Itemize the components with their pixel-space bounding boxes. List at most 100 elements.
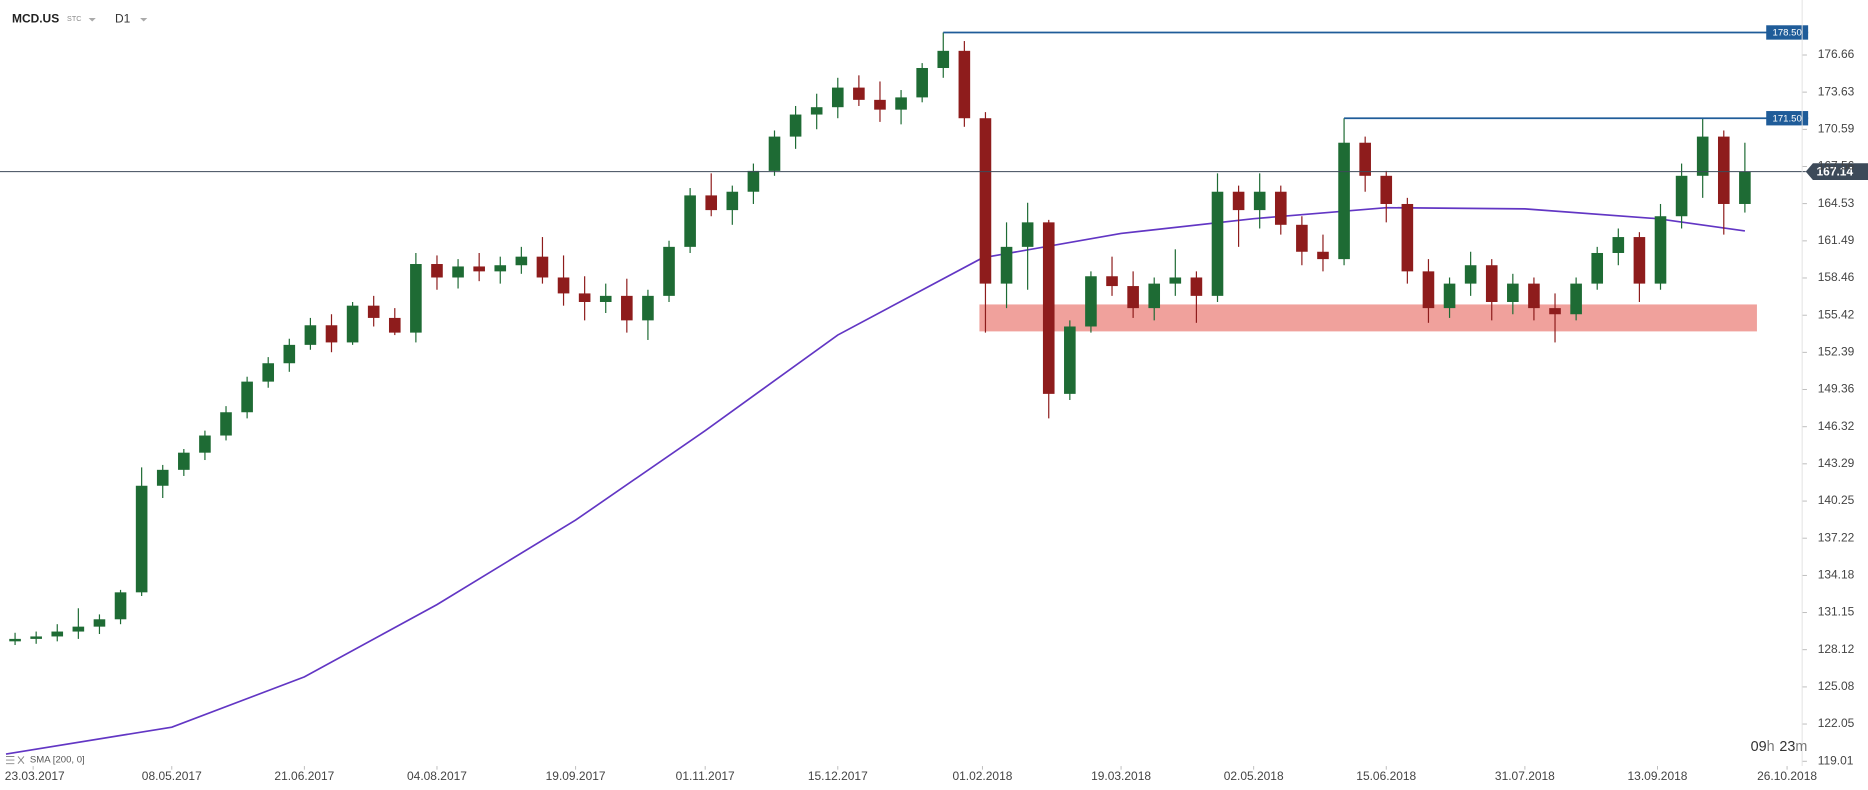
candle-body <box>1528 283 1540 309</box>
candle-body <box>220 412 232 436</box>
candle-body <box>1675 175 1688 217</box>
close-icon[interactable] <box>17 756 25 764</box>
candle-body <box>367 305 380 318</box>
y-tick-label: 173.63 <box>1818 84 1855 98</box>
candle-body <box>642 295 654 321</box>
candle-body <box>1169 277 1182 284</box>
candle-body <box>1211 191 1224 296</box>
candle-body <box>1064 326 1076 394</box>
candle-body <box>1696 136 1709 176</box>
candle-body <box>1739 171 1751 204</box>
timeframe[interactable]: D1 <box>115 11 131 25</box>
level-label: 171.50 <box>1773 113 1802 124</box>
indicator-name: SMA [200, 0] <box>30 755 85 766</box>
y-tick-label: 131.15 <box>1818 605 1855 619</box>
y-tick-label: 164.53 <box>1818 196 1855 210</box>
countdown-hours-unit: h <box>1767 739 1775 755</box>
candle-body <box>1253 191 1266 211</box>
y-tick-label: 143.29 <box>1818 456 1855 470</box>
y-tick-label: 161.49 <box>1818 233 1855 247</box>
level-layer: 167.14 178.50 171.50 <box>0 25 1868 181</box>
candle-body <box>1654 216 1667 284</box>
candle-body <box>979 118 992 284</box>
y-tick-label: 158.46 <box>1818 270 1855 284</box>
level-label-box <box>1766 25 1809 40</box>
candle-body <box>72 626 85 632</box>
y-tick-label: 134.18 <box>1818 568 1855 582</box>
candle-body <box>684 195 696 247</box>
indicator-icons <box>5 756 25 765</box>
dropdown-arrow[interactable] <box>140 17 148 22</box>
source-tag[interactable]: STC <box>67 15 81 23</box>
zone-layer <box>979 304 1757 332</box>
candle-body <box>325 325 338 343</box>
candle-body <box>473 266 485 272</box>
candle-body <box>431 264 443 278</box>
y-tick-label: 122.05 <box>1818 716 1855 730</box>
x-tick-label: 04.08.2017 <box>407 769 467 783</box>
x-tick-label: 19.03.2018 <box>1091 769 1151 783</box>
candle-body <box>1422 271 1435 309</box>
candle-body <box>663 246 675 296</box>
last-price-label: 167.14 <box>1817 164 1854 178</box>
candle-body <box>747 170 760 192</box>
candle-body <box>1190 277 1203 296</box>
candle-body <box>1549 308 1561 315</box>
candle-body <box>262 363 275 382</box>
axis-layer: 176.66 173.63 170.59 167.56 164.53 161.49 158.… <box>5 0 1855 783</box>
x-tick-label: 01.02.2018 <box>952 769 1012 783</box>
sma-line <box>5 206 1746 755</box>
candle-body <box>346 305 359 343</box>
candle-body <box>1296 224 1308 252</box>
y-tick-label: 128.12 <box>1818 642 1855 656</box>
candle-body <box>768 136 781 171</box>
candle-body <box>1401 203 1414 272</box>
settings-icon[interactable] <box>5 756 15 765</box>
y-tick-label: 167.56 <box>1818 159 1855 173</box>
candle-body <box>388 317 401 333</box>
candle-body <box>135 485 148 593</box>
candle-body <box>1359 142 1371 176</box>
sma-layer <box>5 206 1746 755</box>
y-tick-label: 152.39 <box>1818 344 1855 358</box>
candle-body <box>1485 265 1498 302</box>
candle-body <box>494 265 507 272</box>
candle-body <box>1717 136 1730 204</box>
candle-body <box>1591 252 1604 284</box>
candle-body <box>1338 142 1350 260</box>
candle-body <box>1085 276 1097 327</box>
candle-body <box>853 87 865 100</box>
x-tick-label: 26.10.2018 <box>1757 769 1817 783</box>
candle-body <box>789 114 802 137</box>
symbol[interactable]: MCD.US <box>12 11 59 25</box>
x-tick-label: 23.03.2017 <box>5 769 65 783</box>
candle-body <box>874 99 886 110</box>
candle-body <box>810 107 823 115</box>
candle-body <box>937 50 950 68</box>
x-tick-label: 13.09.2018 <box>1628 769 1688 783</box>
candle-body <box>1021 222 1034 247</box>
candle-body <box>114 592 127 620</box>
x-tick-label: 21.06.2017 <box>274 769 334 783</box>
countdown-hours: 09 <box>1751 739 1767 755</box>
candle-body <box>304 325 317 345</box>
countdown-minutes: 23 <box>1779 739 1795 755</box>
candle-body <box>93 619 106 627</box>
candle-body <box>156 469 169 486</box>
candle-body <box>578 293 591 302</box>
candle-body <box>726 191 739 211</box>
candle-body <box>958 50 971 119</box>
candle-body <box>1380 175 1393 204</box>
candle-body <box>9 638 21 642</box>
candle-body <box>621 295 633 321</box>
dropdown-arrow[interactable] <box>88 17 96 22</box>
candle-body <box>241 381 253 413</box>
support-zone <box>979 304 1757 332</box>
candle-body <box>1570 283 1582 315</box>
candle-body <box>1507 283 1519 302</box>
candle-body <box>1232 191 1245 211</box>
level-label-box <box>1766 111 1809 126</box>
